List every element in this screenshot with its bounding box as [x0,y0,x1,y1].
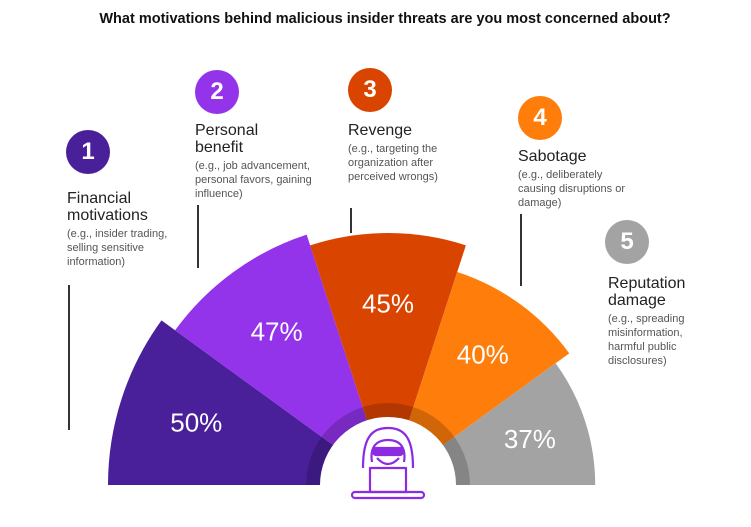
value-label-3: 45% [362,289,414,319]
category-example: (e.g., targeting the organization after … [348,143,438,183]
wedge-3 [310,233,466,485]
category-example: (e.g., spreading misinformation, harmful… [608,313,685,367]
hooded-hacker-laptop-icon [350,426,426,500]
category-label-5: Reputation damage (e.g., spreading misin… [608,275,718,368]
category-label-1: Financial motivations (e.g., insider tra… [67,190,197,269]
category-label-4: Sabotage (e.g., deliberately causing dis… [518,148,638,210]
category-title: Reputation damage [608,275,686,309]
category-label-3: Revenge (e.g., targeting the organizatio… [348,122,463,184]
leader-line-3 [350,208,352,233]
leader-line-2 [197,205,199,268]
rank-badge-3: 3 [348,68,392,112]
rank-badge-5: 5 [605,220,649,264]
wedge-1 [108,320,388,485]
chart-title: What motivations behind malicious inside… [99,11,671,27]
value-label-2: 47% [251,317,303,347]
category-example: (e.g., deliberately causing disruptions … [518,169,626,209]
category-title: Personal benefit [195,122,259,156]
wedge-4 [388,271,570,485]
category-example: (e.g., job advancement, personal favors,… [195,160,312,200]
rank-badge-2: 2 [195,70,239,114]
category-label-2: Personal benefit (e.g., job advancement,… [195,122,335,201]
leader-line-4 [520,214,522,286]
value-label-1: 50% [170,408,222,438]
category-title: Revenge [348,122,413,139]
category-title: Financial motivations [67,190,148,224]
category-title: Sabotage [518,148,587,165]
leader-line-1 [68,285,70,430]
value-label-5: 37% [504,424,556,454]
category-example: (e.g., insider trading, selling sensitiv… [67,228,168,268]
rank-badge-1: 1 [66,130,110,174]
value-label-4: 40% [457,340,509,370]
wedge-2 [175,234,388,485]
rank-badge-4: 4 [518,96,562,140]
